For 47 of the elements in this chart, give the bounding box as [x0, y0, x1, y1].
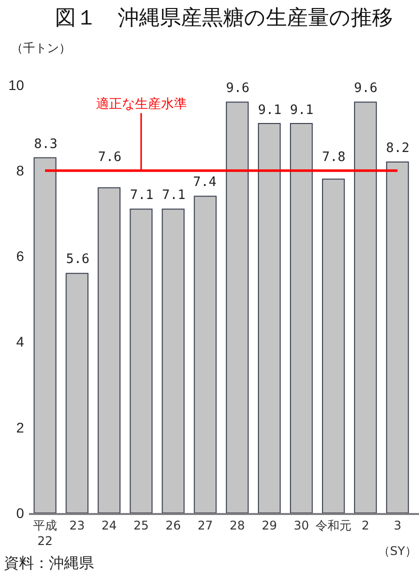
data-label: 9.6	[354, 81, 378, 96]
y-tick-label: 10	[8, 76, 24, 93]
bar	[194, 196, 217, 513]
bar	[66, 272, 88, 513]
data-label: 5.6	[66, 252, 90, 267]
text: 資料：沖縄県	[4, 554, 94, 572]
bar	[386, 162, 409, 513]
x-tick-label: 24	[101, 518, 117, 532]
x-tick-label: 23	[69, 518, 85, 532]
y-axis-title: （千トン）	[11, 41, 71, 55]
chart-title: 図１ 沖縄県産黒糖の生産量の推移	[55, 5, 393, 30]
bar	[162, 208, 185, 513]
bar	[34, 157, 56, 513]
x-tick-label: 26	[166, 518, 181, 532]
x-tick-label: 30	[294, 518, 310, 532]
bar	[226, 102, 249, 513]
ref-line-label: 適正な生産水準	[96, 96, 187, 112]
y-tick-label: 8	[16, 162, 24, 178]
x-tick-label: 25	[134, 518, 149, 532]
data-label: 7.6	[98, 150, 122, 165]
x-tick-label: 27	[198, 518, 213, 532]
bar	[258, 123, 281, 513]
x-tick-label: 3	[394, 518, 402, 532]
data-label: 9.1	[258, 103, 282, 118]
data-label: 7.1	[162, 188, 186, 203]
bar	[290, 123, 313, 513]
x-tick-label: 令和元	[315, 518, 352, 532]
bar	[354, 102, 377, 513]
data-label: 8.2	[386, 141, 410, 156]
data-label: 7.4	[193, 175, 217, 190]
y-tick-label: 0	[16, 504, 24, 521]
x-tick-label: 29	[262, 518, 277, 532]
x-axis-title: （SY）	[378, 544, 417, 558]
data-label: 9.1	[290, 103, 314, 118]
data-label: 9.6	[226, 81, 250, 96]
bar	[98, 187, 120, 513]
data-label: 8.3	[34, 137, 58, 152]
y-tick-label: 4	[16, 334, 24, 350]
bar	[322, 178, 345, 513]
x-tick-label: 平成 22	[33, 518, 58, 548]
x-tick-label: 28	[230, 518, 245, 532]
bar	[130, 208, 153, 513]
x-tick-label: 2	[362, 518, 370, 532]
data-label: 7.1	[130, 188, 154, 203]
y-tick-label: 2	[16, 419, 24, 436]
y-tick-label: 6	[16, 248, 24, 264]
data-label: 7.8	[322, 150, 346, 165]
